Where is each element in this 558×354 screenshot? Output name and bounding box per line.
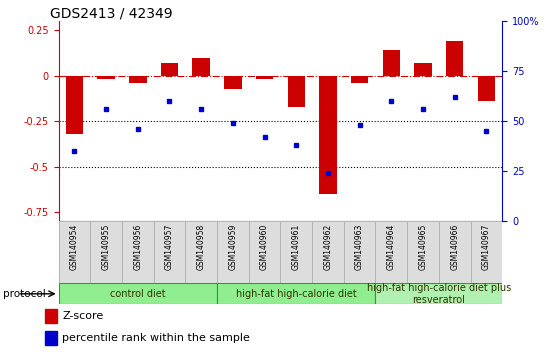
Bar <box>98 76 115 79</box>
Text: GSM140954: GSM140954 <box>70 224 79 270</box>
Bar <box>193 58 210 76</box>
Bar <box>59 221 90 283</box>
Text: GDS2413 / 42349: GDS2413 / 42349 <box>50 6 172 20</box>
Bar <box>224 76 242 88</box>
Bar <box>249 221 280 283</box>
Bar <box>383 50 400 76</box>
Bar <box>217 283 376 304</box>
Bar <box>351 76 368 83</box>
Bar <box>319 76 336 194</box>
Bar <box>376 283 502 304</box>
Text: GSM140958: GSM140958 <box>196 224 206 270</box>
Bar <box>161 63 178 76</box>
Text: GSM140961: GSM140961 <box>292 224 301 270</box>
Text: GSM140963: GSM140963 <box>355 224 364 270</box>
Bar <box>287 76 305 107</box>
Bar <box>122 221 153 283</box>
Bar <box>90 221 122 283</box>
Bar <box>217 221 249 283</box>
Text: GSM140960: GSM140960 <box>260 224 269 270</box>
Bar <box>129 76 147 83</box>
Bar <box>185 221 217 283</box>
Text: GSM140967: GSM140967 <box>482 224 491 270</box>
Bar <box>45 309 57 323</box>
Bar <box>446 41 463 76</box>
Text: GSM140959: GSM140959 <box>228 224 237 270</box>
Bar <box>439 221 470 283</box>
Bar <box>376 221 407 283</box>
Text: high-fat high-calorie diet: high-fat high-calorie diet <box>236 289 357 299</box>
Text: GSM140965: GSM140965 <box>418 224 427 270</box>
Text: Z-score: Z-score <box>62 311 104 321</box>
Text: percentile rank within the sample: percentile rank within the sample <box>62 333 251 343</box>
Bar <box>414 63 432 76</box>
Bar <box>312 221 344 283</box>
Text: GSM140955: GSM140955 <box>102 224 110 270</box>
Bar <box>470 221 502 283</box>
Text: high-fat high-calorie diet plus
resveratrol: high-fat high-calorie diet plus resverat… <box>367 283 511 305</box>
Text: GSM140962: GSM140962 <box>324 224 333 270</box>
Text: GSM140956: GSM140956 <box>133 224 142 270</box>
Bar <box>153 221 185 283</box>
Bar <box>344 221 376 283</box>
Bar <box>256 76 273 79</box>
Text: GSM140957: GSM140957 <box>165 224 174 270</box>
Text: GSM140964: GSM140964 <box>387 224 396 270</box>
Bar <box>45 331 57 345</box>
Bar <box>478 76 495 101</box>
Bar <box>66 76 83 134</box>
Bar <box>407 221 439 283</box>
Text: protocol: protocol <box>3 289 46 299</box>
Text: GSM140966: GSM140966 <box>450 224 459 270</box>
Bar <box>59 283 217 304</box>
Bar <box>280 221 312 283</box>
Text: control diet: control diet <box>110 289 166 299</box>
